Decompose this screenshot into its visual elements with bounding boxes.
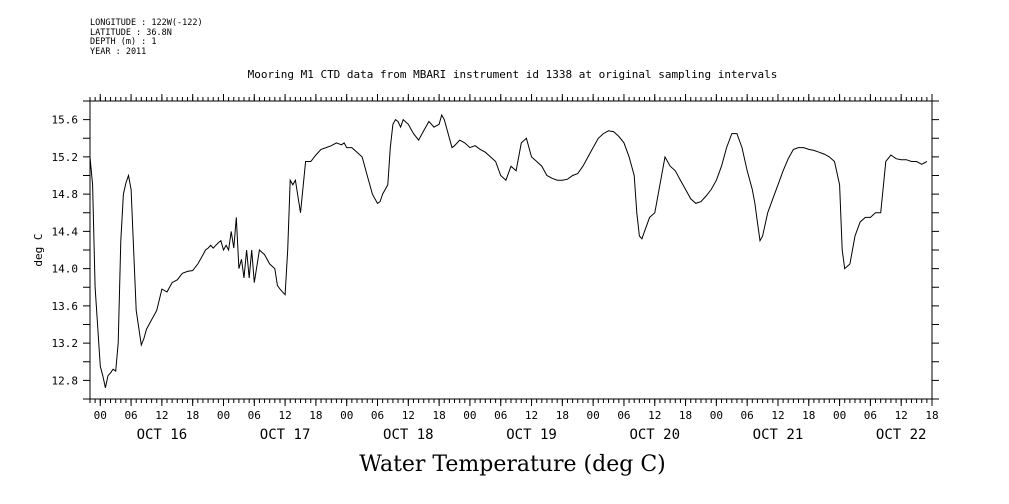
x-day-label: OCT 21 <box>753 427 804 443</box>
x-minor-ticks <box>89 97 933 403</box>
y-ticks: 12.8 13.2 13.6 14.0 14.4 14.8 15.2 15.6 <box>52 100 939 400</box>
x-tick-label: 00 <box>94 409 107 422</box>
x-tick-label: 06 <box>124 409 137 422</box>
plot-frame <box>89 100 933 400</box>
depth-label: DEPTH (m) : 1 <box>90 37 157 47</box>
x-tick-label: 00 <box>217 409 230 422</box>
x-day-label: OCT 22 <box>876 427 927 443</box>
series-line-water-temperature <box>89 113 928 388</box>
x-tick-label: 06 <box>371 409 384 422</box>
x-tick-label: 18 <box>802 409 815 422</box>
x-tick-label: 00 <box>340 409 353 422</box>
x-tick-label: 00 <box>463 409 476 422</box>
x-tick-label: 12 <box>402 409 415 422</box>
x-day-label: OCT 17 <box>260 427 311 443</box>
y-axis-label: deg C <box>32 233 45 266</box>
x-tick-label: 12 <box>895 409 908 422</box>
x-tick-label: 06 <box>248 409 261 422</box>
y-tick-label: 15.2 <box>52 151 79 164</box>
x-tick-label: 18 <box>186 409 199 422</box>
x-tick-label: 12 <box>278 409 291 422</box>
year-label: YEAR : 2011 <box>90 46 147 57</box>
latitude-label: LATITUDE : 36.8N <box>90 27 172 38</box>
footer-title: Water Temperature (deg C) <box>359 452 666 477</box>
x-tick-label: 12 <box>771 409 784 422</box>
metadata-block: LONGITUDE : 122W(-122) LATITUDE : 36.8N … <box>90 18 203 57</box>
y-tick-label: 14.8 <box>52 188 79 201</box>
x-day-label: OCT 20 <box>629 427 680 443</box>
y-tick-label: 13.2 <box>52 337 79 350</box>
longitude-label: LONGITUDE : 122W(-122) <box>90 18 203 28</box>
chart-title: Mooring M1 CTD data from MBARI instrumen… <box>247 68 778 81</box>
x-day-label: OCT 19 <box>506 427 557 443</box>
y-tick-label: 12.8 <box>52 374 79 387</box>
x-tick-label: 06 <box>864 409 877 422</box>
x-day-label: OCT 18 <box>383 427 434 443</box>
x-tick-label: 18 <box>432 409 445 422</box>
x-tick-label: 06 <box>494 409 507 422</box>
x-tick-label: 18 <box>679 409 692 422</box>
x-day-label: OCT 16 <box>137 427 188 443</box>
x-tick-label: 00 <box>833 409 846 422</box>
x-tick-label: 12 <box>525 409 538 422</box>
x-tick-label: 12 <box>648 409 661 422</box>
x-tick-label: 12 <box>155 409 168 422</box>
x-tick-label: 18 <box>556 409 569 422</box>
x-tick-label: 06 <box>741 409 754 422</box>
x-tick-label: 18 <box>925 409 938 422</box>
x-tick-label: 00 <box>710 409 723 422</box>
y-tick-label: 14.4 <box>52 225 79 238</box>
x-tick-label: 00 <box>587 409 600 422</box>
y-tick-label: 14.0 <box>52 263 79 276</box>
x-tick-label: 06 <box>617 409 630 422</box>
y-tick-label: 13.6 <box>52 300 79 313</box>
x-ticks: 00 06 12 18 00 06 12 18 00 06 12 18 00 06 12 18 00 06 12 18… <box>94 94 939 443</box>
x-tick-label: 18 <box>309 409 322 422</box>
y-tick-label: 15.6 <box>52 114 79 127</box>
